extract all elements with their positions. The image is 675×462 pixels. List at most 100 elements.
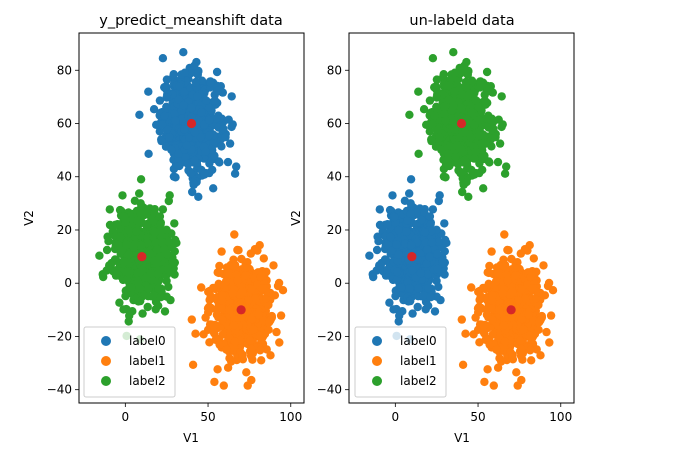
scatter-point-label1 — [503, 245, 512, 255]
legend-label2: label2 — [129, 374, 166, 388]
scatter-point-label0 — [383, 220, 392, 229]
scatter-point-label1 — [201, 313, 210, 322]
scatter-point-label2 — [143, 302, 152, 312]
x-axis-ticks: 0 50 100 — [122, 403, 302, 424]
scatter-point-label2 — [437, 145, 446, 155]
scatter-point-label1 — [499, 262, 509, 271]
scatter-point-label1 — [542, 327, 551, 337]
scatter-point-label0 — [440, 219, 449, 228]
scatter-point-label1 — [482, 310, 492, 319]
scatter-point-label1 — [223, 268, 233, 278]
scatter-point-label0 — [427, 227, 436, 236]
scatter-point-label2 — [135, 284, 144, 293]
scatter-point-label2 — [120, 212, 129, 222]
scatter-point-label0 — [406, 209, 415, 218]
scatter-point-label1 — [516, 249, 525, 258]
scatter-point-label0 — [210, 151, 219, 160]
scatter-point-label2 — [431, 82, 441, 91]
scatter-point-label1 — [485, 261, 494, 271]
scatter-point-label0 — [421, 238, 431, 247]
scatter-point-label2 — [151, 238, 161, 247]
scatter-point-label1 — [247, 344, 256, 353]
scatter-point-label0 — [383, 265, 392, 275]
legend: label0 label1 label2 — [83, 326, 176, 398]
scatter-point-label2 — [466, 133, 475, 142]
scatter-point-label2 — [441, 116, 450, 126]
scatter-point-label2 — [449, 101, 458, 110]
scatter-point-label1 — [242, 368, 251, 377]
scatter-point-label2 — [450, 68, 460, 77]
scatter-point-label0 — [365, 251, 374, 260]
scatter-point-label2 — [124, 225, 133, 235]
scatter-point-label0 — [425, 252, 434, 262]
scatter-point-label0 — [183, 159, 193, 169]
scatter-point-label0 — [230, 169, 240, 178]
plot-frame — [348, 32, 575, 404]
scatter-point-label0 — [182, 141, 192, 150]
scatter-point-label1 — [487, 247, 496, 256]
scatter-point-label2 — [450, 87, 459, 96]
scatter-point-label2 — [149, 291, 158, 300]
scatter-point-label1 — [273, 281, 283, 291]
scatter-point-label1 — [493, 363, 503, 372]
scatter-point-label2 — [430, 111, 439, 121]
scatter-point-label2 — [457, 112, 466, 122]
scatter-point-label1 — [534, 318, 544, 327]
scatter-point-label1 — [219, 381, 228, 390]
plot-frame — [78, 32, 305, 404]
scatter-point-label2 — [136, 209, 145, 218]
scatter-point-label1 — [188, 360, 198, 369]
scatter-point-label2 — [138, 309, 147, 318]
scatter-point-label1 — [493, 268, 503, 278]
scatter-point-label2 — [164, 196, 173, 206]
scatter-point-label2 — [153, 245, 162, 254]
scatter-point-label1 — [254, 310, 263, 319]
scatter-point-label0 — [187, 103, 196, 113]
scatter-point-label0 — [191, 77, 201, 87]
scatter-point-label2 — [449, 48, 458, 57]
scatter-point-label0 — [397, 283, 406, 292]
scatter-point-label2 — [474, 103, 483, 112]
scatter-point-label2 — [136, 199, 145, 208]
legend-marker-label1 — [372, 356, 382, 366]
scatter-point-label2 — [428, 54, 438, 63]
legend-marker-label2 — [372, 376, 382, 386]
scatter-point-label2 — [472, 96, 481, 105]
scatter-point-label2 — [155, 252, 164, 262]
scatter-point-label0 — [193, 92, 202, 101]
scatter-point-label1 — [246, 249, 255, 258]
scatter-point-label0 — [392, 240, 401, 249]
y-tick-label: 20 — [327, 223, 342, 237]
scatter-point-label2 — [405, 110, 414, 120]
scatter-point-label2 — [135, 189, 144, 198]
scatter-point-label0 — [440, 270, 449, 279]
scatter-point-label0 — [190, 156, 199, 165]
scatter-point-label1 — [276, 311, 286, 320]
scatter-point-label0 — [187, 112, 196, 122]
scatter-point-label0 — [416, 269, 426, 278]
scatter-point-label2 — [453, 159, 463, 169]
scatter-point-label0 — [394, 225, 403, 235]
chart-title: un-labeld data — [409, 13, 514, 29]
scatter-point-label0 — [408, 266, 417, 275]
scatter-point-label2 — [115, 298, 124, 307]
legend-label0: label0 — [129, 334, 166, 348]
scatter-point-label2 — [475, 159, 484, 168]
scatter-point-label1 — [272, 327, 281, 337]
scatter-point-label2 — [467, 108, 476, 117]
scatter-point-label1 — [269, 261, 278, 270]
scatter-point-label1 — [467, 283, 476, 292]
y-tick-label: −20 — [47, 329, 72, 343]
scatter-point-label1 — [457, 315, 466, 324]
scatter-point-label0 — [426, 220, 435, 229]
scatter-point-label2 — [136, 296, 145, 306]
scatter-point-label1 — [479, 321, 488, 330]
scatter-point-label0 — [419, 291, 428, 300]
scatter-point-label1 — [275, 338, 284, 347]
scatter-point-label0 — [403, 216, 412, 225]
x-tick-label: 100 — [279, 410, 302, 424]
scatter-point-label2 — [425, 96, 435, 105]
scatter-point-label2 — [104, 237, 113, 246]
scatter-point-label2 — [146, 269, 156, 278]
